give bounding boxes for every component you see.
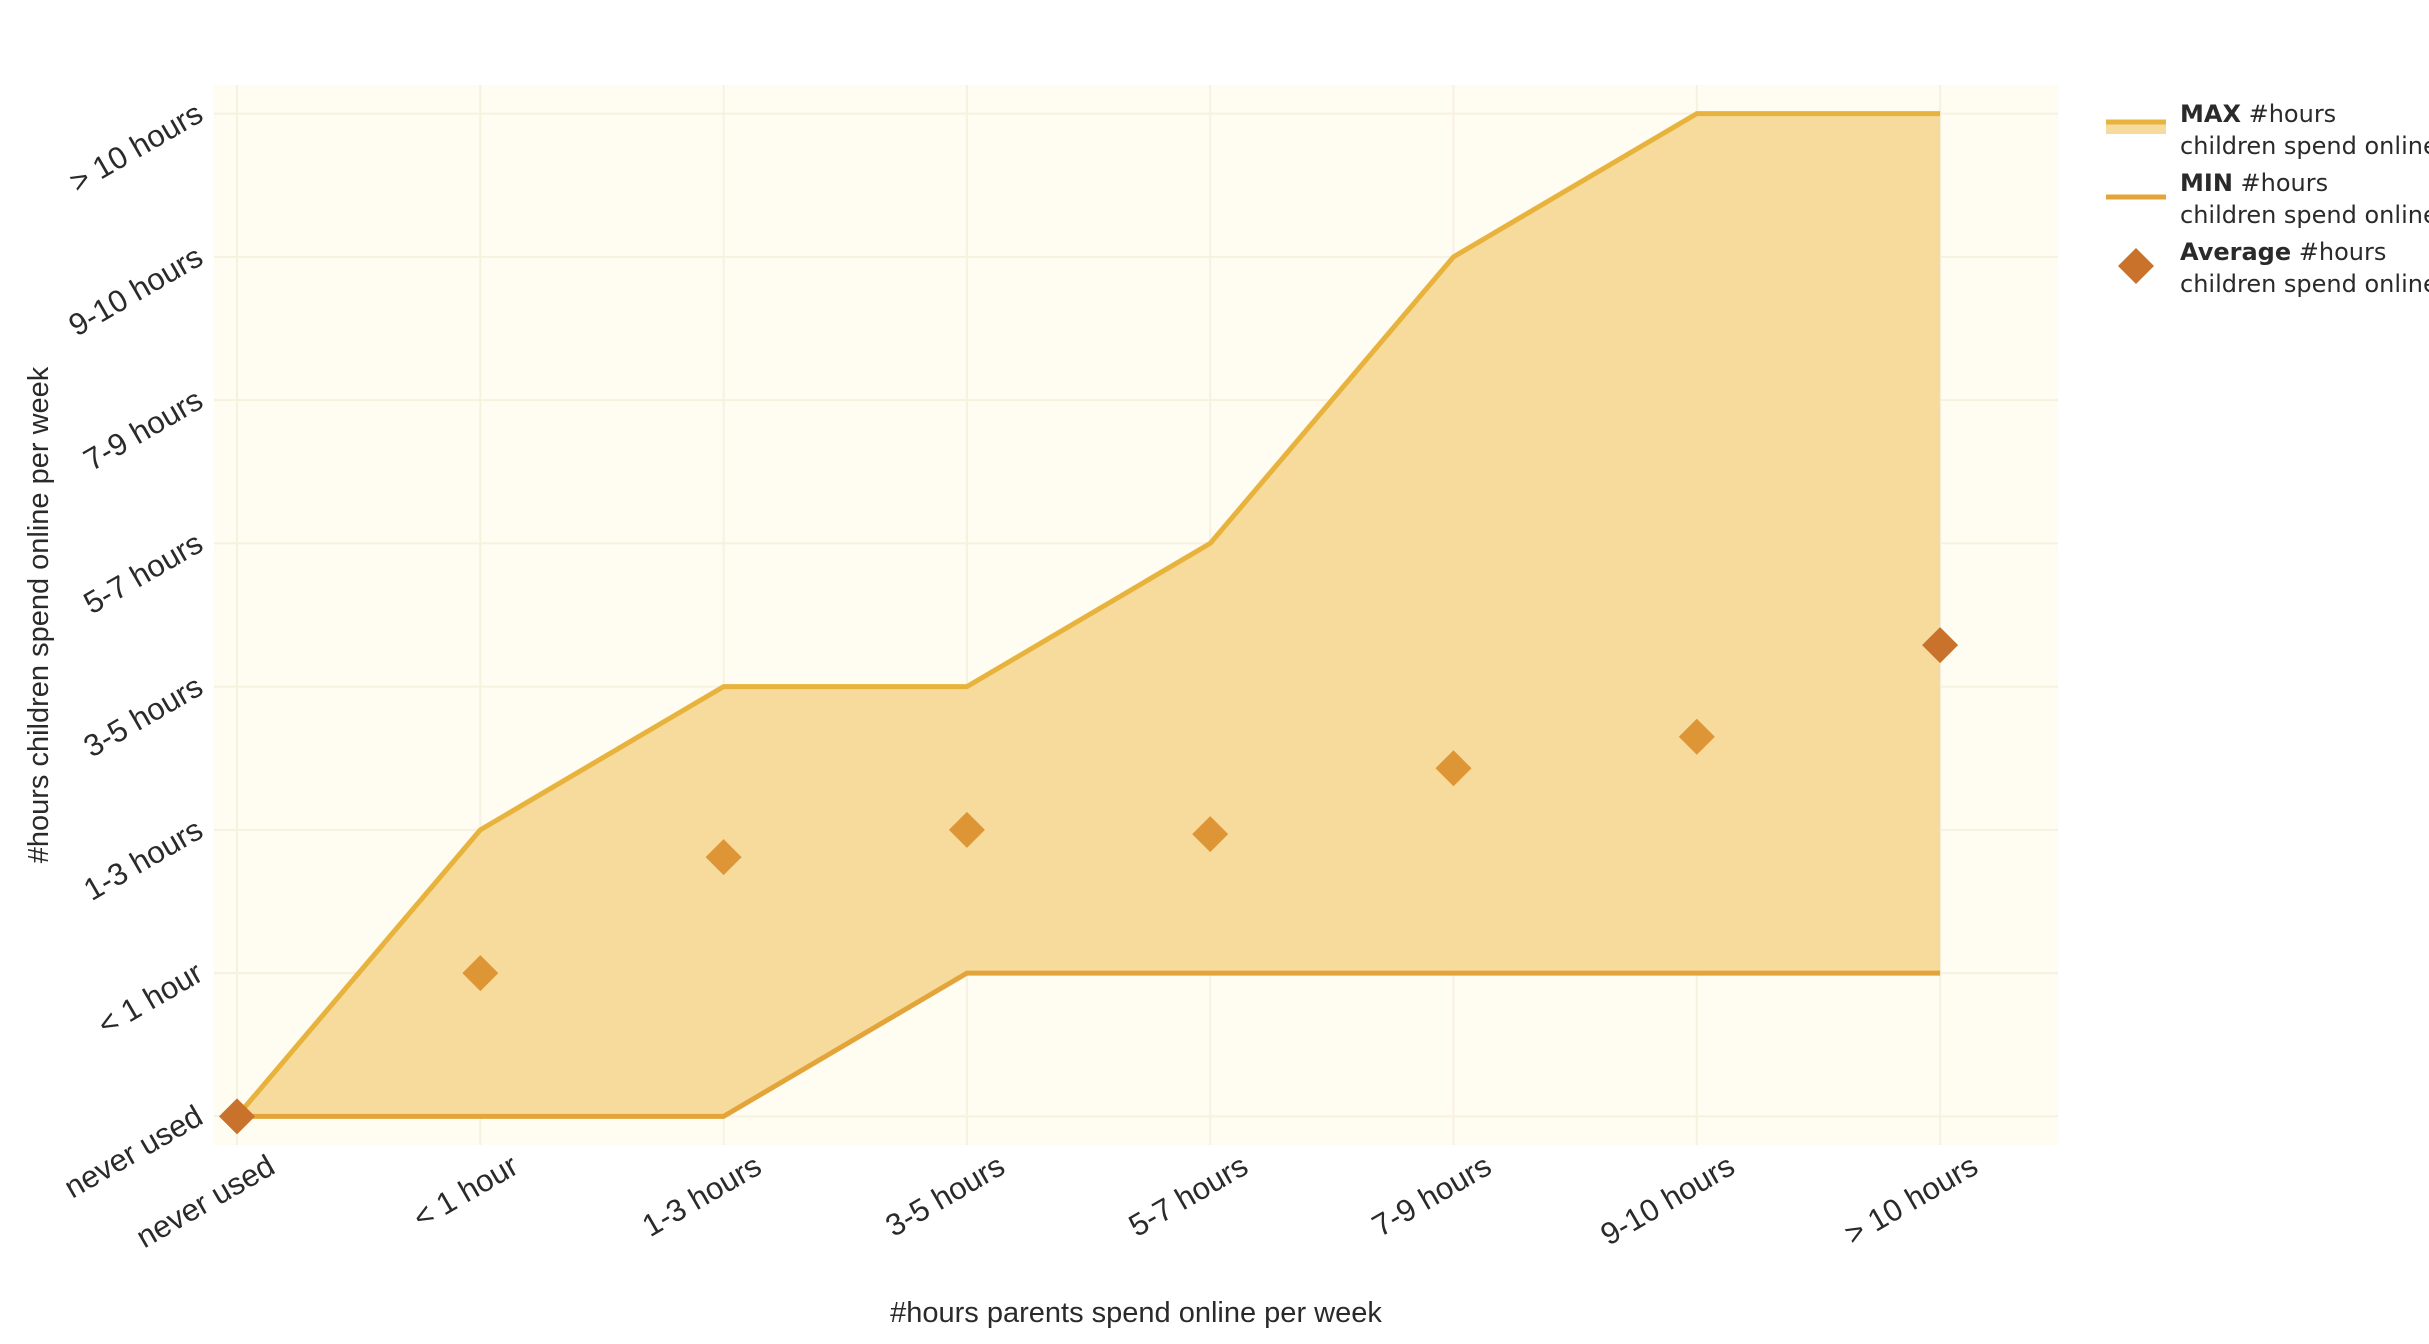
legend-label-average: Average #hours (2180, 238, 2386, 266)
x-tick-label: 7-9 hours (1366, 1148, 1497, 1244)
legend-label-average-line2: children spend online (2180, 270, 2429, 298)
line-layer (235, 111, 1941, 1119)
legend-label-min-line2: children spend online (2180, 201, 2429, 229)
average-marker[interactable] (948, 811, 985, 848)
x-axis-ticks: never used < 1 hour 1-3 hours 3-5 hours 5-7 … (130, 1148, 1983, 1255)
y-tick-label: 7-9 hours (78, 382, 209, 478)
y-tick-label: 3-5 hours (78, 668, 209, 764)
y-tick-label: > 10 hours (63, 95, 208, 199)
marker-layer (219, 627, 1959, 1135)
x-tick-label: < 1 hour (407, 1148, 524, 1236)
legend-swatch-max-fill (2106, 122, 2166, 134)
y-tick-label: 9-10 hours (63, 239, 209, 343)
y-tick-label: < 1 hour (92, 955, 209, 1043)
x-tick-label: 1-3 hours (636, 1148, 767, 1244)
x-tick-label: never used (130, 1148, 280, 1255)
series-min-line (237, 970, 1941, 1119)
legend-item-max[interactable]: MAX #hours children spend online (2106, 100, 2429, 160)
legend-swatch-average-marker (2118, 248, 2154, 284)
average-marker[interactable] (1435, 750, 1472, 787)
legend-item-min[interactable]: MIN #hours children spend online (2106, 169, 2429, 229)
average-marker[interactable] (219, 1098, 255, 1135)
average-marker[interactable] (1192, 816, 1229, 853)
y-tick-label: 1-3 hours (78, 812, 209, 908)
average-marker[interactable] (1678, 718, 1715, 755)
y-tick-label: 5-7 hours (78, 525, 209, 621)
legend-label-max-line2: children spend online (2180, 132, 2429, 160)
x-tick-label: 5-7 hours (1123, 1148, 1254, 1244)
x-axis-title: #hours parents spend online per week (890, 1297, 1382, 1329)
average-marker[interactable] (462, 955, 499, 992)
y-axis-title: #hours children spend online per week (23, 366, 55, 863)
legend-label-max: MAX #hours (2180, 100, 2336, 128)
series-max-line (235, 111, 1941, 1118)
x-tick-label: > 10 hours (1838, 1148, 1983, 1252)
legend[interactable]: MAX #hours children spend online MIN #ho… (2106, 100, 2429, 298)
average-marker[interactable] (1922, 627, 1959, 664)
y-axis-ticks: never used < 1 hour 1-3 hours 3-5 hours 5-7 … (58, 95, 208, 1205)
average-marker[interactable] (705, 839, 742, 876)
legend-item-average[interactable]: Average #hours children spend online (2118, 238, 2429, 298)
legend-label-min: MIN #hours (2180, 169, 2328, 197)
x-tick-label: 9-10 hours (1594, 1148, 1740, 1252)
y-tick-label: never used (58, 1098, 208, 1205)
x-tick-label: 3-5 hours (879, 1148, 1010, 1244)
